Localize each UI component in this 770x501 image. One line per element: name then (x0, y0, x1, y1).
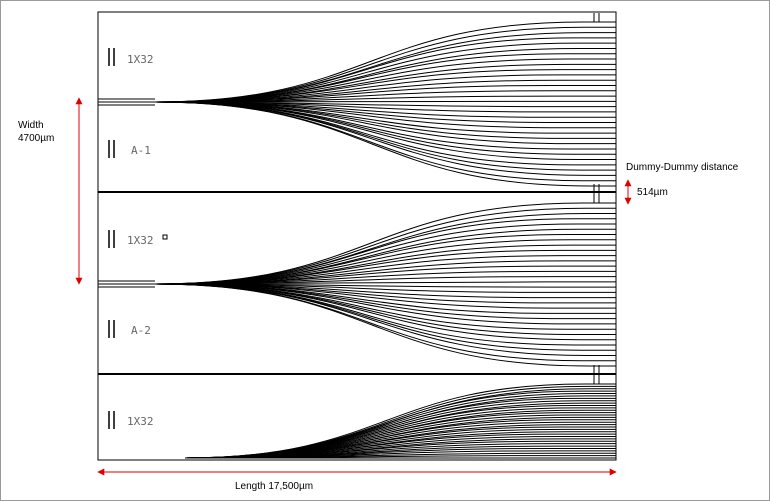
alignment-mark-1b (108, 140, 115, 158)
dummy-distance-value: 514µm (637, 187, 668, 198)
output-waveguide (154, 283, 616, 351)
output-waveguide (154, 283, 616, 325)
width-label: Width (18, 120, 44, 131)
alignment-mark-2b (108, 320, 115, 338)
width-value: 4700µm (18, 133, 54, 144)
output-waveguide (154, 283, 616, 335)
waveguide-trees (98, 21, 616, 459)
wafer-outline (97, 11, 617, 461)
output-waveguide (154, 218, 616, 285)
chip-id-label: A-2 (131, 324, 151, 337)
fiducial-square (162, 234, 168, 240)
chip-type-label: 1X32 (127, 234, 154, 247)
alignment-mark-3a (108, 411, 115, 429)
output-waveguide (184, 402, 616, 459)
dummy-distance-label: Dummy-Dummy distance (626, 162, 739, 173)
output-waveguide (154, 239, 616, 285)
chip-type-label: 1X32 (127, 415, 154, 428)
length-label: Length 17,500µm (235, 481, 313, 492)
chip-id-label: A-1 (131, 144, 151, 157)
splitter-tree-3 (184, 383, 616, 459)
dummy-marker-2 (593, 184, 600, 203)
chip-type-label: 1X32 (127, 53, 154, 66)
alignment-mark-1a (108, 48, 115, 66)
output-waveguide (154, 101, 616, 187)
dummy-marker-3 (593, 365, 600, 384)
splitter-tree-2 (98, 202, 616, 367)
output-waveguide (154, 21, 616, 103)
dummy-marker-1 (593, 13, 600, 22)
output-waveguide (154, 244, 616, 285)
output-waveguide (154, 283, 616, 367)
alignment-mark-2a (108, 230, 115, 248)
splitter-tree-1 (98, 21, 616, 187)
